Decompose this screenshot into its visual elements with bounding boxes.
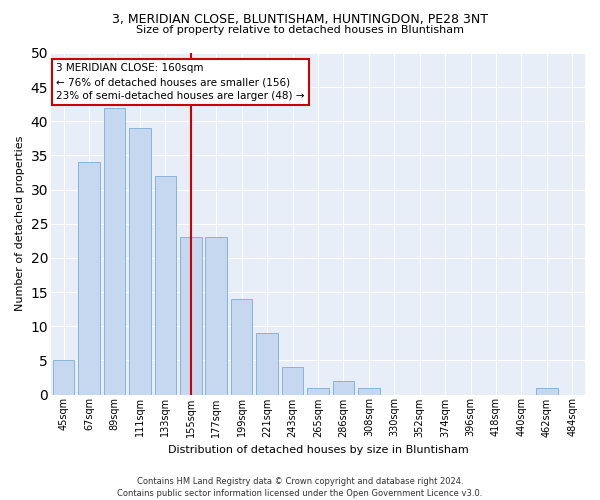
Text: Size of property relative to detached houses in Bluntisham: Size of property relative to detached ho… bbox=[136, 25, 464, 35]
X-axis label: Distribution of detached houses by size in Bluntisham: Distribution of detached houses by size … bbox=[167, 445, 469, 455]
Bar bbox=[307, 388, 329, 394]
Bar bbox=[231, 299, 253, 394]
Bar bbox=[256, 333, 278, 394]
Text: Contains HM Land Registry data © Crown copyright and database right 2024.
Contai: Contains HM Land Registry data © Crown c… bbox=[118, 476, 482, 498]
Bar bbox=[104, 108, 125, 395]
Bar bbox=[358, 388, 380, 394]
Bar bbox=[332, 381, 354, 394]
Bar bbox=[536, 388, 557, 394]
Text: 3 MERIDIAN CLOSE: 160sqm
← 76% of detached houses are smaller (156)
23% of semi-: 3 MERIDIAN CLOSE: 160sqm ← 76% of detach… bbox=[56, 63, 305, 101]
Text: 3, MERIDIAN CLOSE, BLUNTISHAM, HUNTINGDON, PE28 3NT: 3, MERIDIAN CLOSE, BLUNTISHAM, HUNTINGDO… bbox=[112, 12, 488, 26]
Bar bbox=[282, 367, 304, 394]
Bar bbox=[180, 238, 202, 394]
Bar bbox=[205, 238, 227, 394]
Bar bbox=[78, 162, 100, 394]
Y-axis label: Number of detached properties: Number of detached properties bbox=[15, 136, 25, 312]
Bar bbox=[129, 128, 151, 394]
Bar bbox=[53, 360, 74, 394]
Bar bbox=[155, 176, 176, 394]
